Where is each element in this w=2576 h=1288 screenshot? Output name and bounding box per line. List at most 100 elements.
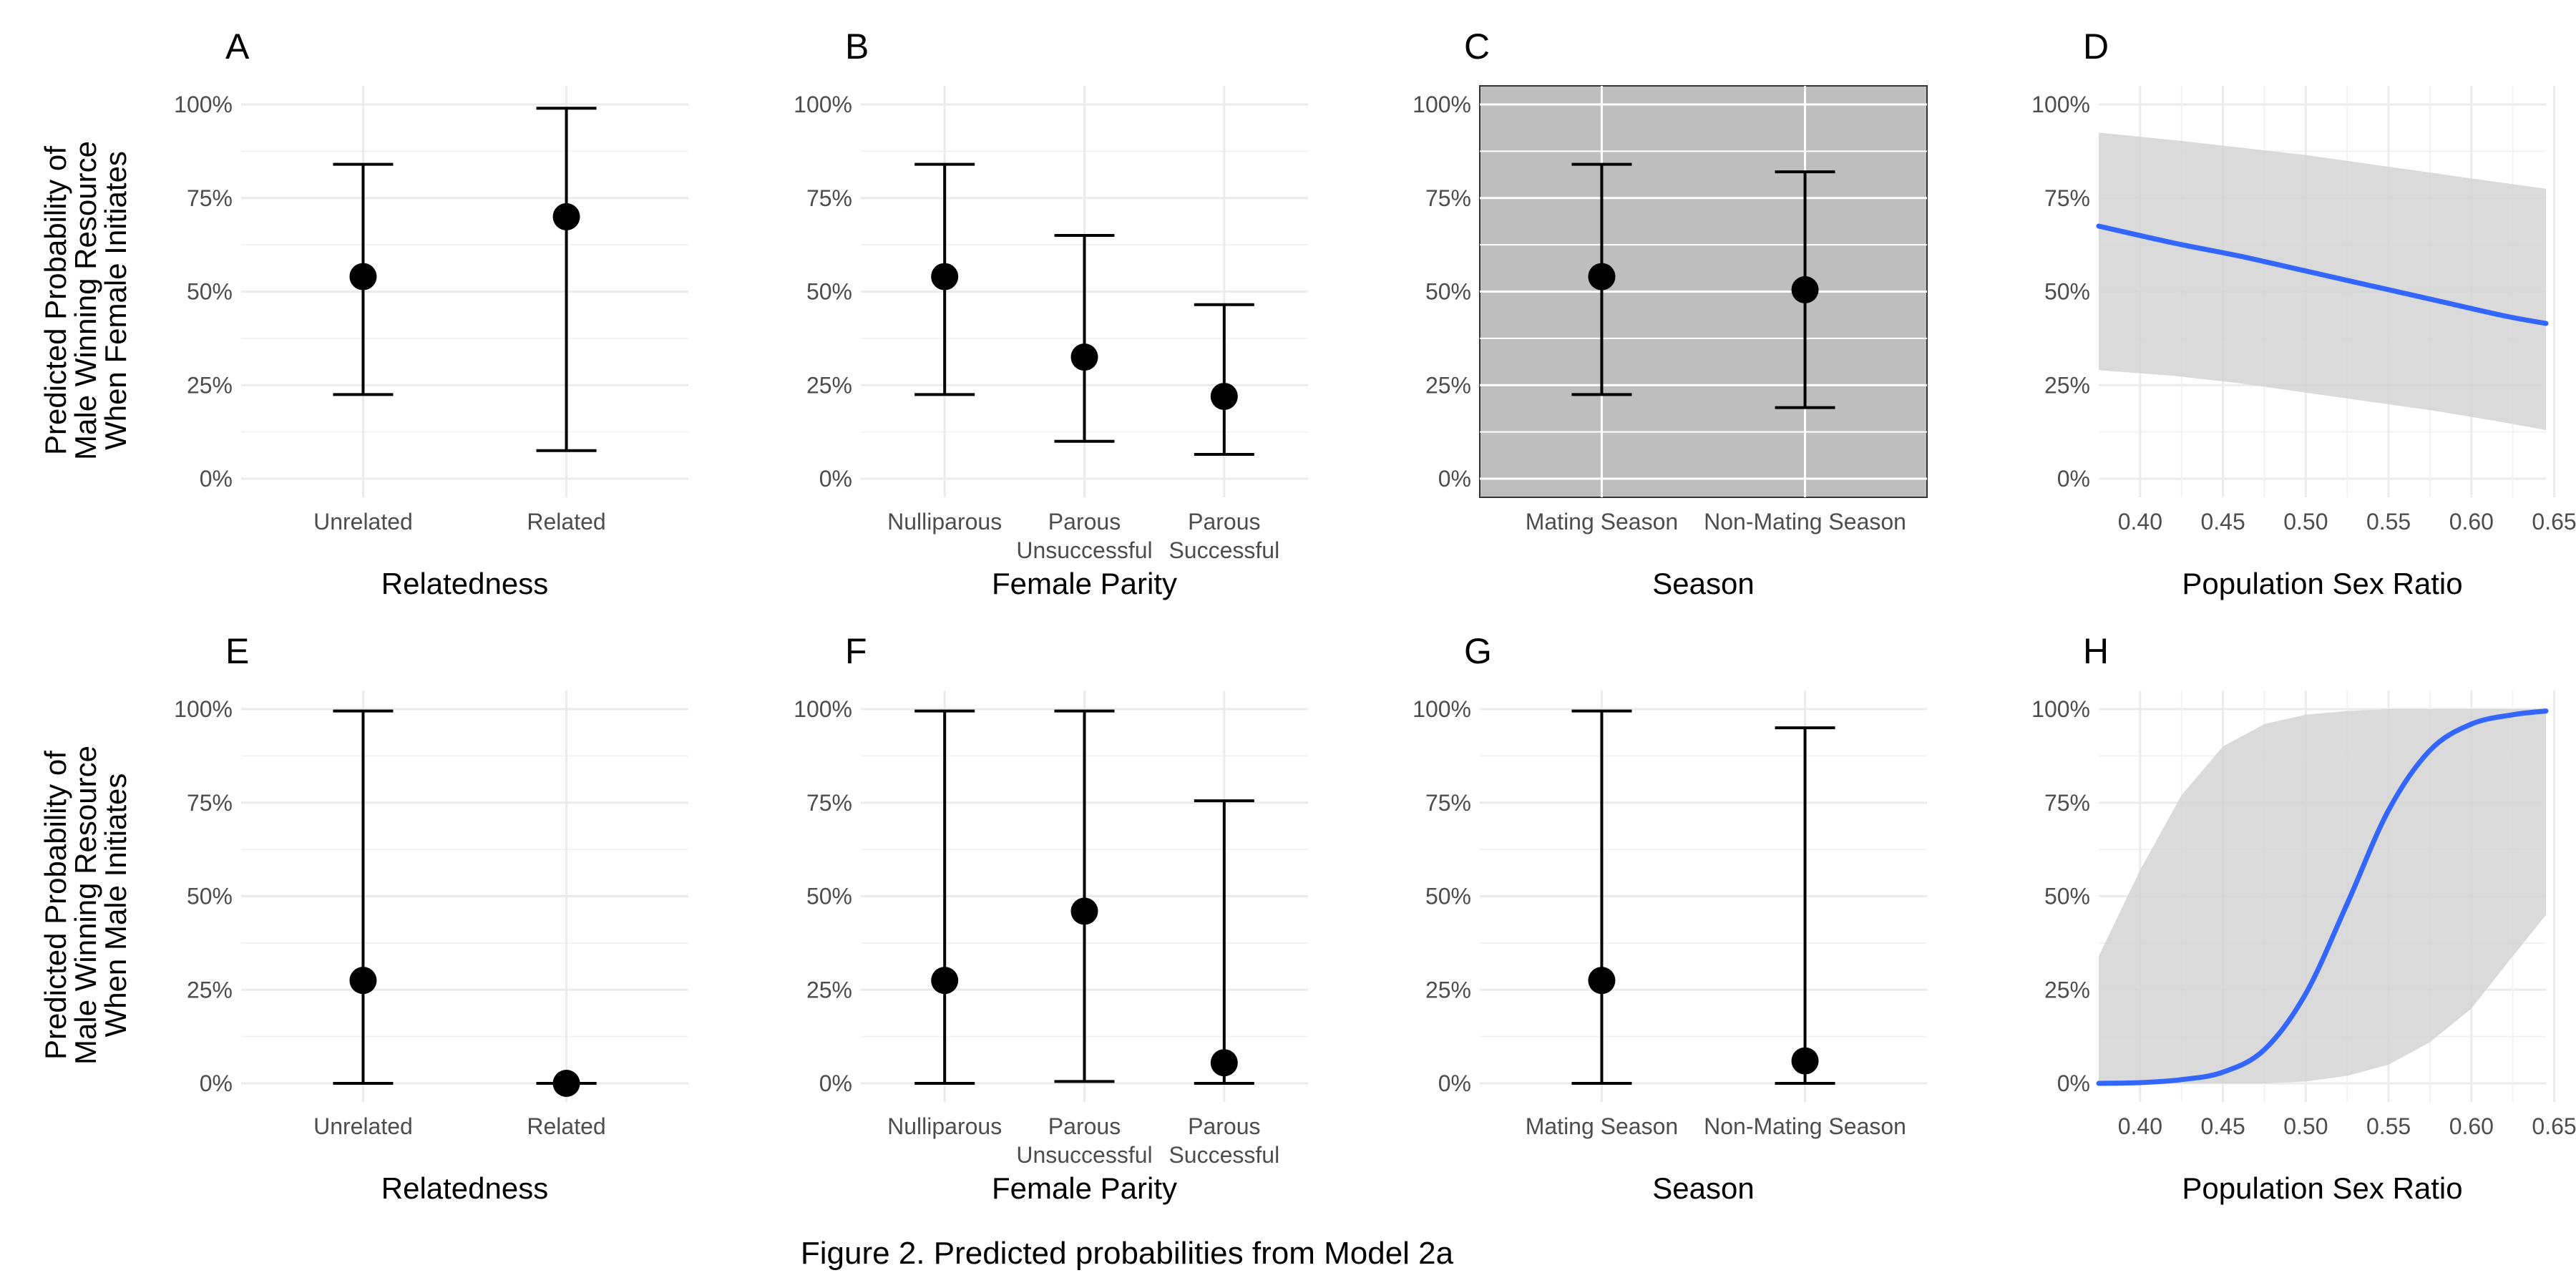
data-point [1071, 897, 1098, 924]
panel-d-y-tick-label: 0% [2057, 466, 2090, 492]
panel-b-y-tick-label: 75% [806, 185, 852, 211]
panel-f-x-axis-title: Female Parity [992, 1171, 1177, 1205]
panel-h-x-tick-label: 0.50 [2283, 1113, 2328, 1139]
panel-b-letter: B [845, 26, 869, 67]
panel-e-x-tick-label: Related [527, 1113, 605, 1139]
panel-c-x-axis-title: Season [1652, 567, 1754, 600]
panel-d-x-axis-title: Population Sex Ratio [2182, 567, 2462, 600]
panel-g-y-tick-label: 100% [1413, 696, 1471, 722]
panel-f-y-tick-label: 75% [806, 790, 852, 816]
panel-h-x-tick-label: 0.45 [2200, 1113, 2245, 1139]
panels: 0% 25% 50% 75% 100% A Relatedness Unrelated Rela… [174, 26, 2576, 1205]
panel-h-x-tick-label: 0.55 [2366, 1113, 2411, 1139]
panel-f-x-tick-label: Unsuccessful [1016, 1142, 1152, 1168]
panel-e-y-tick-label: 50% [187, 884, 233, 909]
panel-d-x-tick-label: 0.60 [2449, 509, 2494, 535]
panel-a-x-axis-title: Relatedness [381, 567, 548, 600]
panel-f-x-tick-label: Nulliparous [887, 1113, 1002, 1139]
panel-g-x-tick-label: Mating Season [1526, 1113, 1678, 1139]
panel-a-y-tick-label: 50% [187, 279, 233, 305]
row-1-ylabel-line-3: When Female Initiates [99, 151, 132, 450]
panel-c-y-tick-label: 100% [1413, 92, 1471, 117]
panel-d-y-tick-label: 50% [2044, 279, 2090, 305]
panel-c-x-tick-label: Non-Mating Season [1704, 509, 1906, 535]
panel-b-y-tick-label: 25% [806, 372, 852, 398]
panel-d-x-tick-label: 0.65 [2532, 509, 2576, 535]
panel-e-y-tick-label: 75% [187, 790, 233, 816]
panel-f-y-tick-label: 25% [806, 977, 852, 1002]
panel-d-letter: D [2083, 26, 2109, 67]
panel-h-y-tick-label: 0% [2057, 1070, 2090, 1096]
panel-b-x-axis-title: Female Parity [992, 567, 1177, 600]
panel-h-y-tick-label: 50% [2044, 884, 2090, 909]
panel-h: 0%25%50%75%100%HPopulation Sex Ratio0.40… [2031, 631, 2576, 1205]
panel-a-letter: A [225, 26, 250, 67]
panel-f-x-tick-label: Successful [1169, 1142, 1279, 1168]
panel-e-y-tick-label: 100% [174, 696, 233, 722]
panel-b-x-tick-label: Parous [1048, 509, 1121, 535]
row-2-ylabel: Predicted Probability of Male Winning Re… [39, 746, 132, 1065]
panel-d-x-tick-label: 0.55 [2366, 509, 2411, 535]
panel-d-x-tick-label: 0.40 [2118, 509, 2162, 535]
panel-b-x-tick-label: Unsuccessful [1016, 537, 1152, 563]
panel-g-y-tick-label: 0% [1438, 1070, 1471, 1096]
data-point [1588, 967, 1615, 994]
panel-e-y-tick-label: 25% [187, 977, 233, 1002]
panel-b-x-tick-label: Nulliparous [887, 509, 1002, 535]
panel-e-errorbar [537, 1070, 597, 1097]
panel-a: 0%25%50%75%100%ARelatednessUnrelatedRela… [174, 26, 688, 600]
panel-d-y-tick-label: 75% [2044, 185, 2090, 211]
panel-g-letter: G [1464, 631, 1492, 671]
panel-h-letter: H [2083, 631, 2109, 671]
panel-f-x-tick-label: Parous [1188, 1113, 1260, 1139]
panel-a-errorbar [537, 108, 597, 451]
panel-e-x-axis-title: Relatedness [381, 1171, 548, 1205]
row-1-ylabel-line-1: Predicted Probability of [39, 146, 72, 455]
panel-a-y-tick-label: 25% [187, 372, 233, 398]
panel-c-y-tick-label: 0% [1438, 466, 1471, 492]
figure-caption: Figure 2. Predicted probabilities from M… [801, 1236, 1454, 1271]
panel-h-x-tick-label: 0.60 [2449, 1113, 2494, 1139]
panel-f: 0%25%50%75%100%FFemale ParityNulliparous… [794, 631, 1308, 1205]
data-point [1211, 383, 1238, 410]
panel-g-y-tick-label: 25% [1425, 977, 1471, 1002]
panel-h-confidence-ribbon [2099, 709, 2546, 1083]
row-2-ylabel-line-1: Predicted Probability of [39, 751, 72, 1060]
panel-g: 0%25%50%75%100%GSeasonMating SeasonNon-M… [1413, 631, 1927, 1205]
panel-e-y-tick-label: 0% [200, 1070, 233, 1096]
row-2-ylabel-line-3: When Male Initiates [99, 774, 132, 1038]
panel-d-x-tick-label: 0.50 [2283, 509, 2328, 535]
panel-h-x-tick-label: 0.65 [2532, 1113, 2576, 1139]
panel-c-y-tick-label: 75% [1425, 185, 1471, 211]
panel-a-x-tick-label: Unrelated [313, 509, 413, 535]
panel-h-y-tick-label: 25% [2044, 977, 2090, 1002]
panel-d: 0% 25% 50% 75% 100% D Population Sex Ratio 0.40… [2031, 26, 2576, 600]
data-point [553, 1070, 580, 1097]
panel-a-x-tick-label: Related [527, 509, 605, 535]
data-point [1588, 263, 1615, 291]
panel-f-y-tick-label: 100% [794, 696, 852, 722]
panel-f-letter: F [845, 631, 867, 671]
panel-e-x-tick-label: Unrelated [313, 1113, 413, 1139]
panel-h-x-tick-label: 0.40 [2118, 1113, 2162, 1139]
panel-d-y-tick-label: 100% [2031, 92, 2090, 117]
data-point [1792, 276, 1819, 303]
panel-h-y-tick-label: 100% [2031, 696, 2090, 722]
data-point [553, 203, 580, 230]
panel-b-y-tick-label: 0% [819, 466, 852, 492]
panel-c: 0%25%50%75%100%CSeasonMating SeasonNon-M… [1413, 26, 1927, 600]
row-2-ylabel-line-2: Male Winning Resource [69, 746, 102, 1065]
panel-d-y-tick-label: 25% [2044, 372, 2090, 398]
panel-f-x-tick-label: Parous [1048, 1113, 1121, 1139]
panel-g-errorbar [1775, 728, 1835, 1083]
row-1-ylabel: Predicted Probability of Male Winning Re… [39, 141, 132, 460]
panel-b-y-tick-label: 50% [806, 279, 852, 305]
panel-a-y-tick-label: 100% [174, 92, 233, 117]
panel-c-x-tick-label: Mating Season [1526, 509, 1678, 535]
panel-e: 0%25%50%75%100%ERelatednessUnrelatedRela… [174, 631, 688, 1205]
panel-d-x-tick-label: 0.45 [2200, 509, 2245, 535]
panel-c-y-tick-label: 50% [1425, 279, 1471, 305]
panel-h-y-tick-label: 75% [2044, 790, 2090, 816]
panel-c-letter: C [1464, 26, 1490, 67]
